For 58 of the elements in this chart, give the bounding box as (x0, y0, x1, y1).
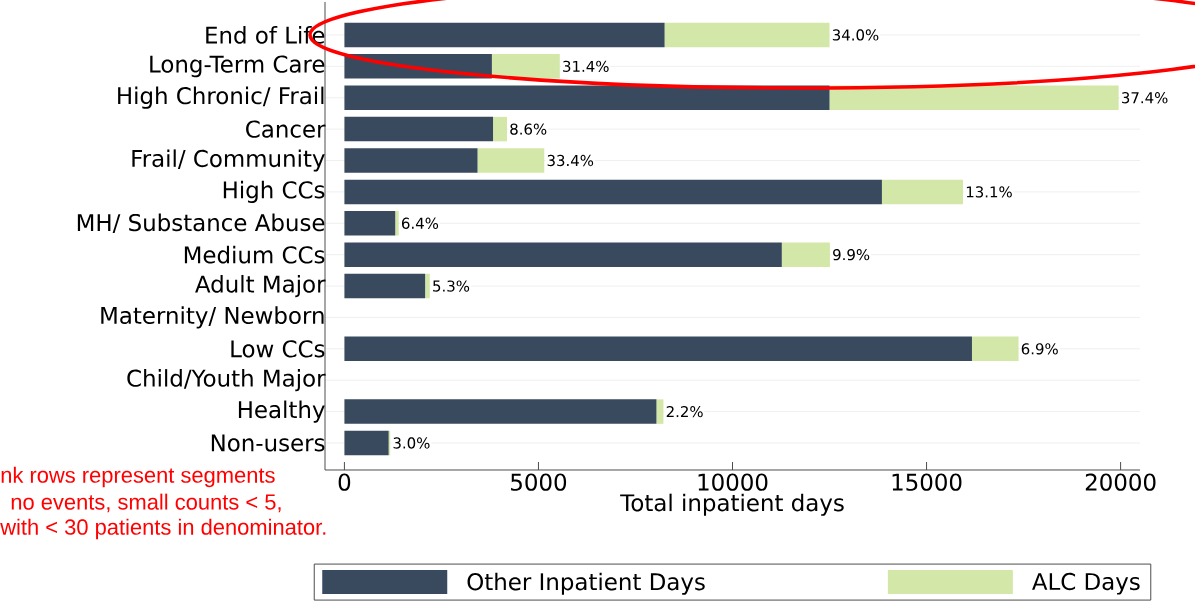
bar (477, 148, 545, 173)
bar (491, 54, 560, 79)
text: no events, small counts < 5, (11, 493, 281, 513)
bar (971, 336, 1019, 362)
bar (344, 179, 882, 205)
bar (344, 430, 389, 456)
x-tick-label: 15000 (892, 473, 962, 491)
bar (395, 211, 399, 236)
bar (344, 336, 972, 362)
bar (344, 399, 657, 424)
bar (344, 116, 494, 142)
text: with < 30 patients in denominator. (0, 518, 326, 540)
y-tick-label: Low CCs (231, 340, 325, 358)
y-tick-label: Maternity/ Newborn (101, 306, 324, 329)
y-tick-label: Cancer (246, 120, 326, 138)
y-tick-label: High Chronic/ Frail (118, 86, 324, 109)
bar (425, 273, 430, 299)
y-tick-label: High CCs (223, 180, 325, 203)
bar (344, 273, 426, 299)
bar (829, 85, 1119, 110)
x-tick-label: 0 (338, 473, 351, 491)
y-tick-label: Adult Major (195, 274, 326, 298)
y-tick-label: Non-users (211, 434, 325, 452)
annotation: 13.1% (966, 186, 1012, 198)
y-tick-label: MH/ Substance Abuse (77, 213, 325, 234)
y-tick-label: Child/Youth Major (127, 369, 326, 392)
x-axis-title: Total inpatient days (620, 493, 844, 516)
annotation: 2.2% (666, 405, 703, 418)
bar (344, 85, 830, 110)
annotation: 6.4% (401, 217, 439, 229)
x-tick-label: 20000 (1085, 473, 1156, 491)
x-tick-label: 5000 (511, 473, 567, 491)
annotation: 33.4% (547, 154, 594, 167)
bar (664, 22, 830, 48)
annotation: 31.4% (563, 60, 609, 72)
text: Other Inpatient Days (467, 572, 705, 595)
y-tick-label: Long-Term Care (150, 55, 325, 78)
y-tick-label: Healthy (238, 400, 325, 423)
bar (344, 148, 478, 173)
bar (781, 242, 830, 267)
bar (344, 211, 396, 236)
y-tick-label: Medium CCs (184, 245, 325, 264)
text: nk rows represent segments (1, 466, 275, 488)
annotation: 9.9% (833, 249, 870, 261)
text: ALC Days (1032, 572, 1140, 595)
annotation: 8.6% (510, 123, 547, 135)
bar (344, 22, 665, 48)
annotation: 34.0% (832, 29, 879, 41)
annotation: 5.3% (433, 280, 470, 292)
annotation: 6.9% (1021, 343, 1058, 355)
bar (881, 179, 964, 205)
bar (493, 116, 508, 142)
x-tick-label: 10000 (698, 473, 768, 491)
annotation: 3.0% (393, 437, 430, 449)
bar (656, 399, 664, 424)
annotation: 37.4% (1122, 92, 1168, 104)
y-tick-label: Frail/ Community (132, 149, 325, 172)
bar (344, 242, 782, 267)
